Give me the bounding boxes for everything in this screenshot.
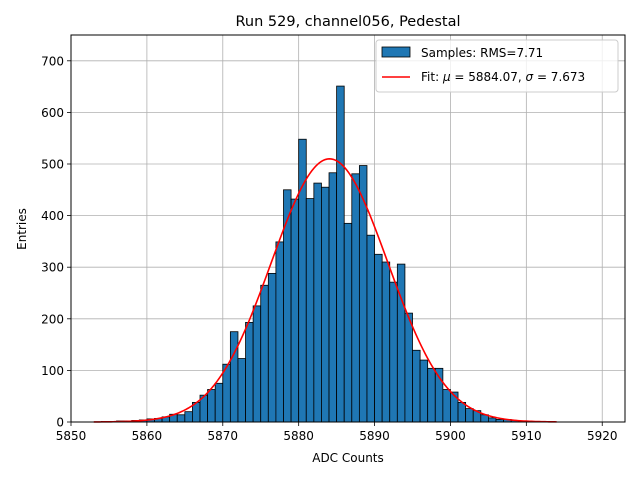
histogram-bar [404,312,413,423]
histogram-bar [176,414,186,423]
histogram-bar [374,253,383,423]
x-tick-label: 5870 [208,429,239,443]
histogram-bar [222,363,231,423]
x-tick-label: 5880 [283,429,314,443]
x-tick-label: 5850 [56,429,87,443]
histogram-bar [412,349,421,423]
fit-curve [93,158,557,423]
histogram-bar [229,331,239,423]
y-tick-label: 400 [41,209,64,223]
y-tick-label: 0 [56,416,64,430]
y-axis-ticks: 0 100 200 300 400 500 600 700 [41,54,71,430]
legend-label-samples: Samples: RMS=7.71 [421,46,543,60]
histogram-bar [267,272,277,423]
histogram-bar [487,417,497,423]
histogram-bar [321,186,330,423]
legend-box [375,39,619,93]
x-tick-label: 5910 [511,429,542,443]
histogram-bar [275,241,284,423]
y-tick-label: 200 [41,312,64,326]
histogram-bar [343,222,353,423]
histogram-bar [465,408,474,423]
histogram-bar [427,367,436,423]
x-tick-label: 5900 [435,429,466,443]
plot-frame [70,34,626,423]
histogram-bar [245,322,254,423]
legend: Samples: RMS=7.71 Fit: μ = 5884.07, σ = … [375,39,619,93]
histogram-bar [214,382,224,423]
legend-label-fit: Fit: μ = 5884.07, σ = 7.673 [421,70,585,84]
histogram-bar [336,85,345,423]
y-tick-label: 100 [41,364,64,378]
histogram-bar [419,359,429,423]
histogram-bar [290,198,300,423]
y-tick-label: 500 [41,158,64,172]
histogram-bar [389,281,398,423]
histogram-bar [313,182,322,423]
histogram-bar [237,358,246,423]
chart-title: Run 529, channel056, Pedestal [235,14,460,30]
x-tick-label: 5920 [587,429,618,443]
histogram-bar [442,389,451,423]
histogram-bars [100,85,550,423]
histogram-bar [252,305,262,423]
y-axis-label: Entries [15,208,29,250]
y-tick-label: 600 [41,106,64,120]
histogram-bar [260,284,269,423]
histogram-bar [457,401,467,423]
histogram-bar [351,173,360,423]
histogram-bar [305,198,315,423]
y-tick-label: 300 [41,261,64,275]
y-tick-label: 700 [41,54,64,68]
histogram-bar [328,172,338,423]
legend-swatch-samples [381,46,411,58]
histogram-bar [184,411,193,423]
x-tick-label: 5860 [132,429,163,443]
histogram-bar [450,391,459,423]
histogram-bar [396,263,406,423]
histogram-bar [207,389,216,423]
histogram-bar [381,261,391,423]
x-axis-ticks: 5850 5860 5870 5880 5890 5900 5910 5920 [56,422,618,443]
x-tick-label: 5890 [359,429,390,443]
histogram-bar [366,234,375,423]
x-axis-label: ADC Counts [312,451,384,465]
